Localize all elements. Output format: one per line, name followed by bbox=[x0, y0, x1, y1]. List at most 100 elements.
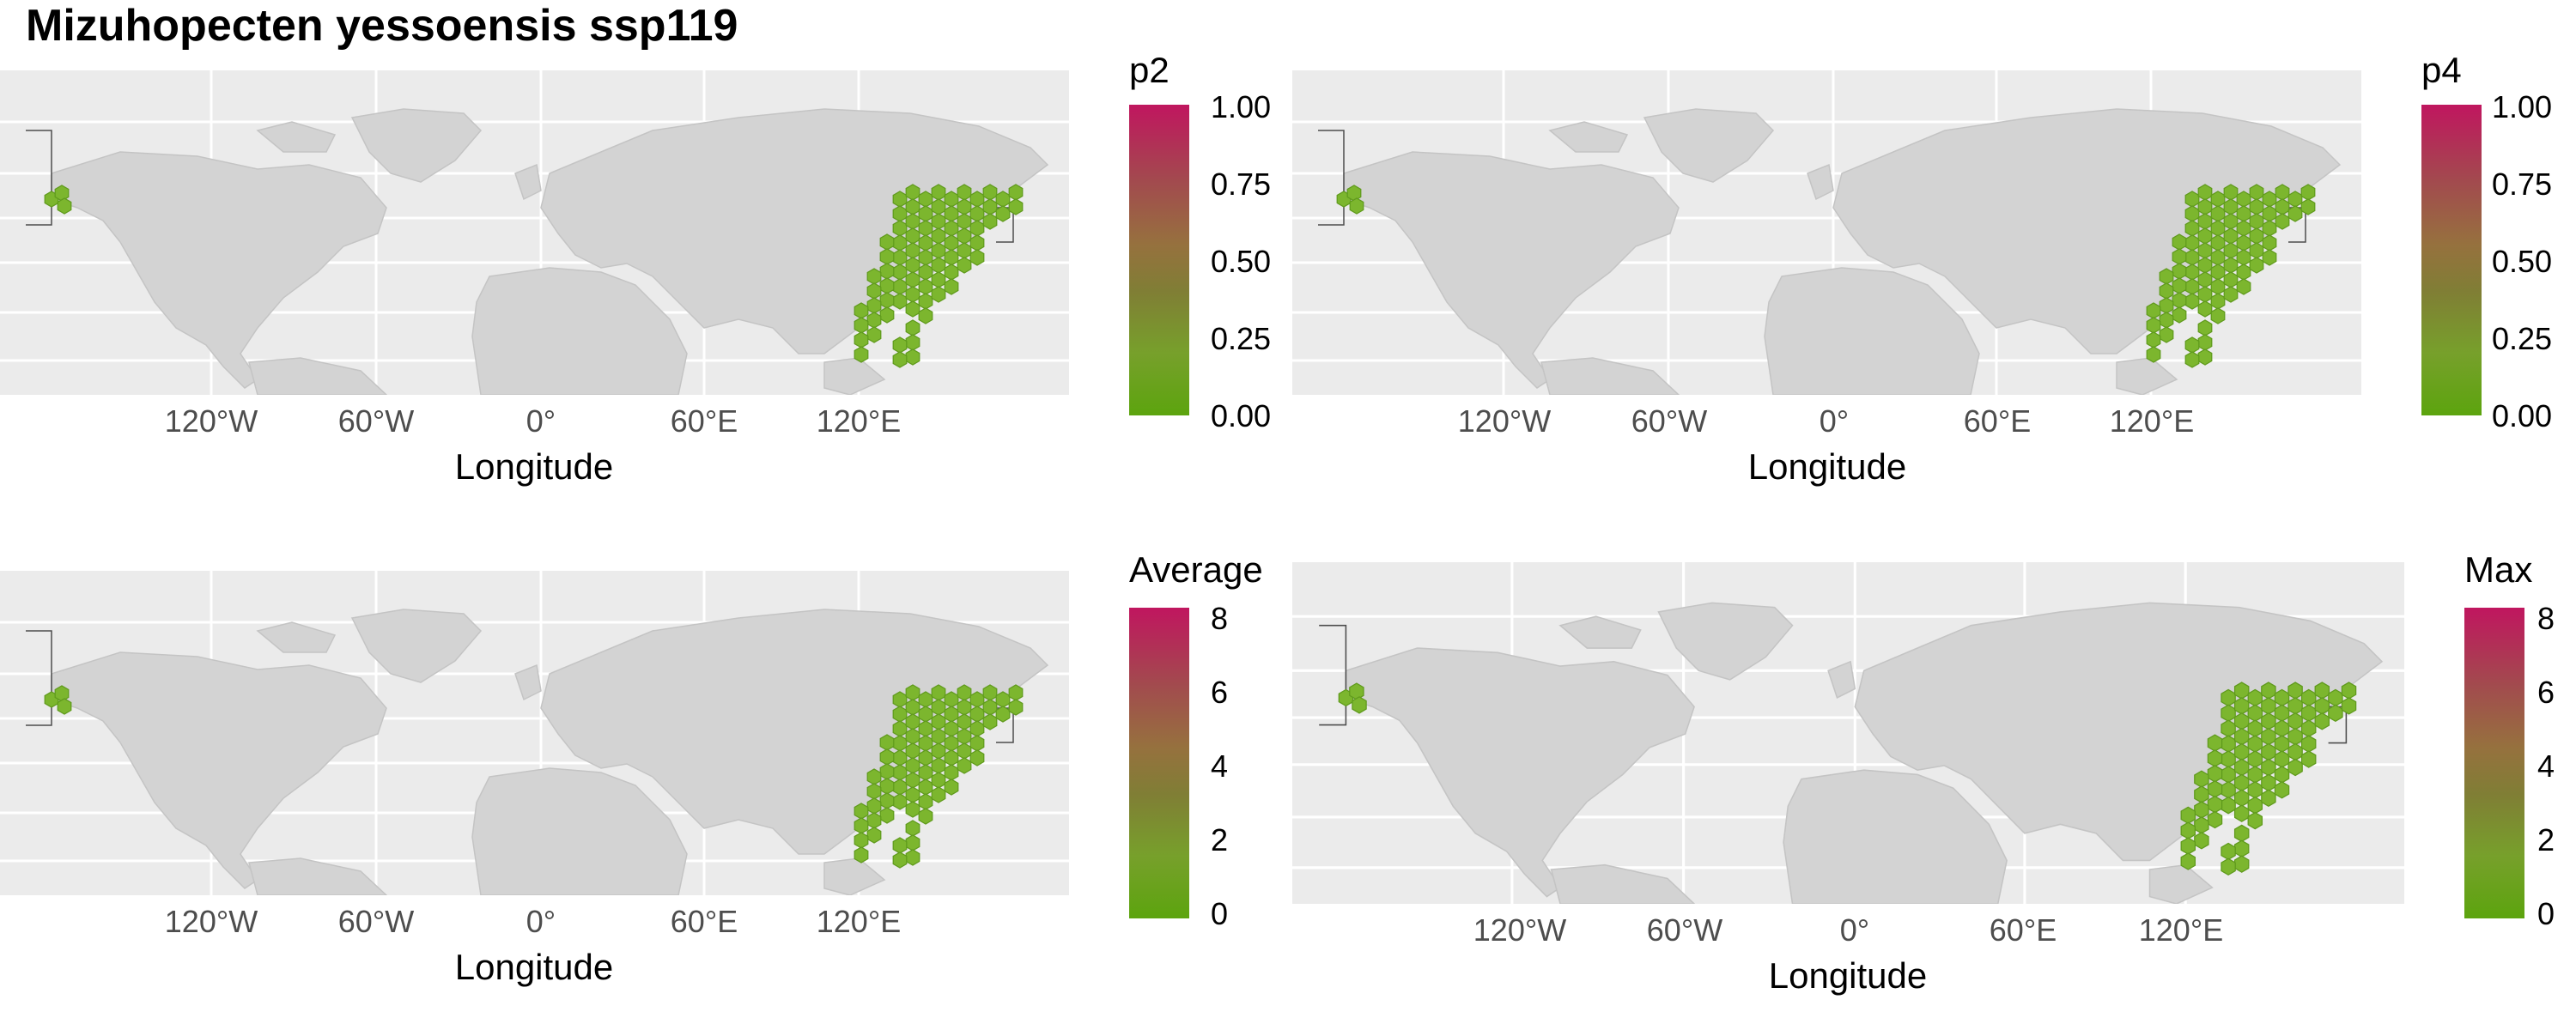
hex-cell bbox=[2159, 326, 2174, 343]
hex-cell bbox=[969, 706, 985, 723]
hex-cell bbox=[892, 234, 908, 251]
hex-cell bbox=[2314, 682, 2330, 700]
hex-cell bbox=[866, 797, 882, 815]
hex-cell bbox=[2233, 855, 2250, 873]
hex-cell bbox=[2262, 191, 2277, 208]
land-polygon bbox=[248, 357, 388, 395]
hex-cell bbox=[892, 220, 908, 237]
land-polygon bbox=[514, 663, 542, 701]
hex-cell bbox=[879, 807, 895, 824]
hex-cell bbox=[1346, 185, 1362, 202]
hex-cell bbox=[918, 779, 933, 796]
hex-cell bbox=[2197, 198, 2213, 215]
legend-tick: 0.50 bbox=[2492, 244, 2553, 279]
hex-cell bbox=[2221, 857, 2236, 876]
hex-cell bbox=[905, 801, 920, 818]
hex-cell bbox=[2300, 688, 2317, 707]
hex-cell bbox=[969, 749, 985, 766]
hex-cell bbox=[905, 257, 920, 274]
hex-cell bbox=[2249, 257, 2264, 274]
hex-cell bbox=[957, 213, 972, 230]
land-polygon bbox=[1343, 151, 1680, 389]
x-tick-120e: 120°E bbox=[2138, 912, 2224, 948]
x-axis-title: Longitude bbox=[1768, 955, 1928, 996]
x-tick-0: 0° bbox=[526, 403, 556, 439]
hex-cell bbox=[2172, 277, 2187, 294]
hex-cell bbox=[854, 846, 869, 863]
hex-cell bbox=[995, 706, 1011, 723]
hex-cell bbox=[905, 348, 920, 366]
hex-cell bbox=[918, 720, 933, 737]
land-polygon bbox=[1558, 615, 1642, 649]
hex-cell bbox=[2261, 682, 2276, 700]
hex-cell bbox=[2159, 312, 2174, 329]
hex-cell bbox=[957, 184, 972, 201]
hex-cell bbox=[2274, 781, 2290, 799]
hex-cell bbox=[2233, 758, 2250, 777]
land-polygon bbox=[51, 651, 387, 889]
hex-cell bbox=[2223, 286, 2239, 303]
x-tick-120w: 120°W bbox=[1457, 403, 1552, 439]
hex-cell bbox=[2223, 271, 2239, 288]
hex-cell bbox=[2261, 773, 2276, 792]
hex-cell bbox=[2221, 766, 2236, 784]
hex-cell bbox=[957, 728, 972, 745]
hex-cell bbox=[2197, 348, 2213, 366]
hex-cell bbox=[2184, 191, 2200, 208]
hex-cell bbox=[2221, 688, 2236, 707]
hex-cell bbox=[2287, 205, 2303, 222]
hex-cell bbox=[2184, 264, 2200, 281]
hex-cell bbox=[2172, 306, 2187, 324]
land-polygon bbox=[2148, 863, 2214, 904]
hex-cell bbox=[905, 713, 920, 730]
hex-cell bbox=[2210, 293, 2226, 310]
hex-cell bbox=[866, 312, 882, 329]
hex-cell bbox=[957, 757, 972, 774]
hex-cell bbox=[879, 233, 895, 251]
hex-cell bbox=[2221, 842, 2236, 861]
legend-tick: 2 bbox=[2537, 822, 2555, 857]
eez-outline-alaska bbox=[1318, 130, 1345, 226]
land-polygon bbox=[1643, 108, 1775, 183]
hex-cell bbox=[969, 220, 985, 237]
hex-cell bbox=[2262, 205, 2277, 222]
hex-cell bbox=[2223, 213, 2239, 230]
x-axis-title: Longitude bbox=[1747, 446, 1907, 487]
hex-cell bbox=[854, 346, 869, 363]
hex-cell bbox=[892, 293, 908, 310]
hex-cell bbox=[2247, 688, 2263, 707]
hex-cell bbox=[2262, 234, 2277, 251]
hex-cell bbox=[931, 728, 946, 745]
hex-cell bbox=[2274, 688, 2290, 707]
hex-cell bbox=[2274, 704, 2290, 723]
hex-cell bbox=[944, 220, 959, 237]
hex-cell bbox=[2341, 682, 2357, 700]
hex-cell bbox=[2221, 735, 2236, 753]
hex-cell bbox=[918, 264, 933, 281]
hex-cell bbox=[2180, 821, 2196, 839]
hex-cell bbox=[2194, 801, 2209, 819]
map-max bbox=[1292, 562, 2404, 904]
hex-cell bbox=[931, 198, 946, 215]
hex-cell bbox=[879, 748, 895, 766]
hex-cell bbox=[918, 220, 933, 237]
hex-cell bbox=[2287, 728, 2303, 746]
hex-cell bbox=[2180, 837, 2196, 855]
legend-tick: 0.50 bbox=[1211, 244, 1272, 279]
legend-colorbar bbox=[1129, 105, 1189, 415]
hex-cell bbox=[2197, 184, 2213, 201]
hex-cell bbox=[905, 227, 920, 245]
hex-cell bbox=[2314, 697, 2330, 715]
hex-cell bbox=[2236, 191, 2251, 208]
hex-cell bbox=[854, 331, 869, 348]
hex-cell bbox=[2233, 728, 2250, 746]
hex-cell bbox=[1008, 684, 1024, 701]
hex-cell bbox=[944, 720, 959, 737]
hex-cell bbox=[2300, 704, 2317, 723]
hex-cell bbox=[2194, 785, 2209, 803]
hex-cell bbox=[995, 691, 1011, 708]
hex-cell bbox=[969, 691, 985, 708]
land-polygon bbox=[51, 151, 387, 389]
legend-tick: 4 bbox=[1211, 748, 1229, 784]
x-tick-0: 0° bbox=[526, 904, 556, 939]
